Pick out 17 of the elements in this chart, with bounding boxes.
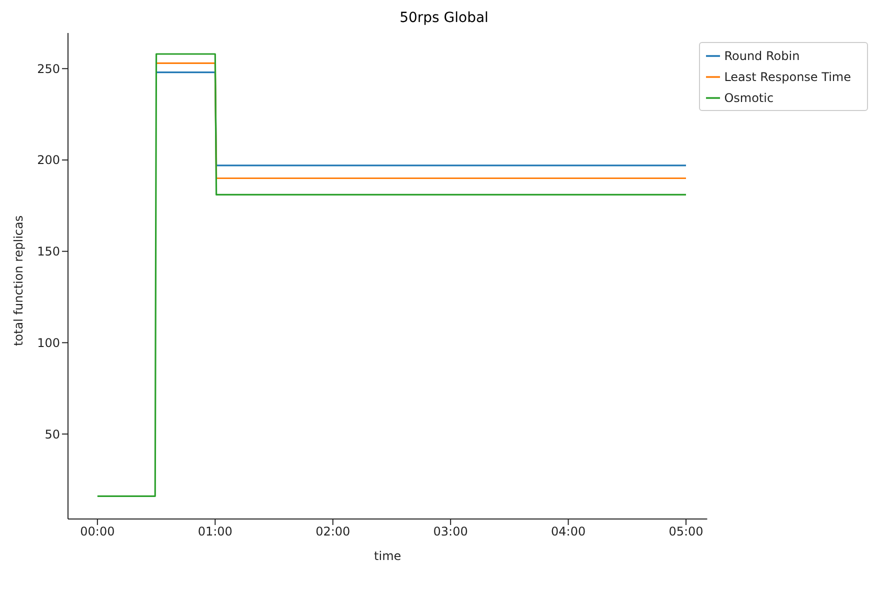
chart-title: 50rps Global bbox=[398, 10, 490, 26]
legend-label: Least Response Time bbox=[724, 70, 851, 84]
y-tick-label: 100 bbox=[37, 336, 60, 350]
x-tick-label: 03:00 bbox=[433, 524, 468, 539]
y-tick-label: 150 bbox=[37, 244, 60, 259]
y-tick-label: 200 bbox=[37, 153, 60, 168]
y-tick-label: 50 bbox=[44, 427, 60, 442]
x-tick-label: 02:00 bbox=[316, 524, 350, 539]
x-tick-label: 04:00 bbox=[551, 524, 586, 539]
legend-label: Round Robin bbox=[724, 49, 800, 63]
x-axis-title: time bbox=[374, 549, 402, 563]
y-tick-label: 250 bbox=[37, 62, 60, 76]
x-tick-label: 05:00 bbox=[668, 524, 704, 539]
x-tick-label: 01:00 bbox=[198, 524, 232, 539]
y-axis-title: total function replicas bbox=[11, 215, 26, 346]
x-tick-label: 00:00 bbox=[80, 524, 115, 539]
legend-label: Osmotic bbox=[724, 91, 774, 105]
